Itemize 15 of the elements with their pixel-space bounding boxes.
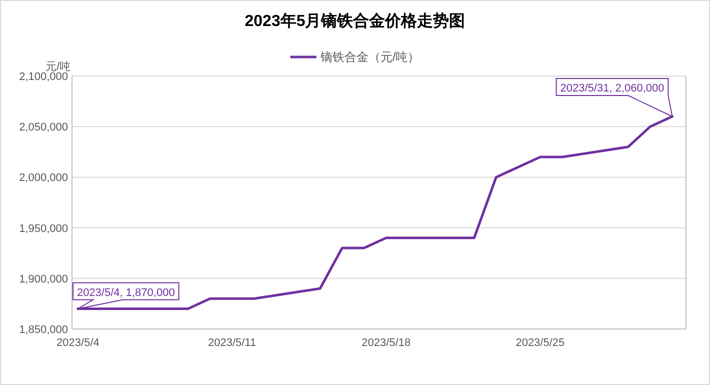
x-tick-label: 2023/5/4 [56,337,100,349]
y-tick-label: 2,100,000 [19,71,68,83]
y-tick-label: 2,050,000 [19,122,68,134]
y-tick-label: 1,900,000 [19,273,68,286]
annotation: 2023/5/4, 1,870,000 [76,286,175,299]
y-tick-label: 1,950,000 [19,222,68,235]
x-tick-label: 2023/5/11 [208,337,256,349]
y-axis-title: 元/吨 [45,60,71,73]
y-tick-label: 1,850,000 [19,324,68,336]
x-tick-label: 2023/5/25 [516,337,565,349]
legend-label: 镝铁合金（元/吨） [319,50,420,64]
x-tick-label: 2023/5/18 [362,337,411,349]
annotation: 2023/5/31, 2,060,000 [560,82,664,94]
chart-title: 2023年5月镝铁合金价格走势图 [244,12,466,30]
y-tick-label: 2,000,000 [19,172,68,184]
